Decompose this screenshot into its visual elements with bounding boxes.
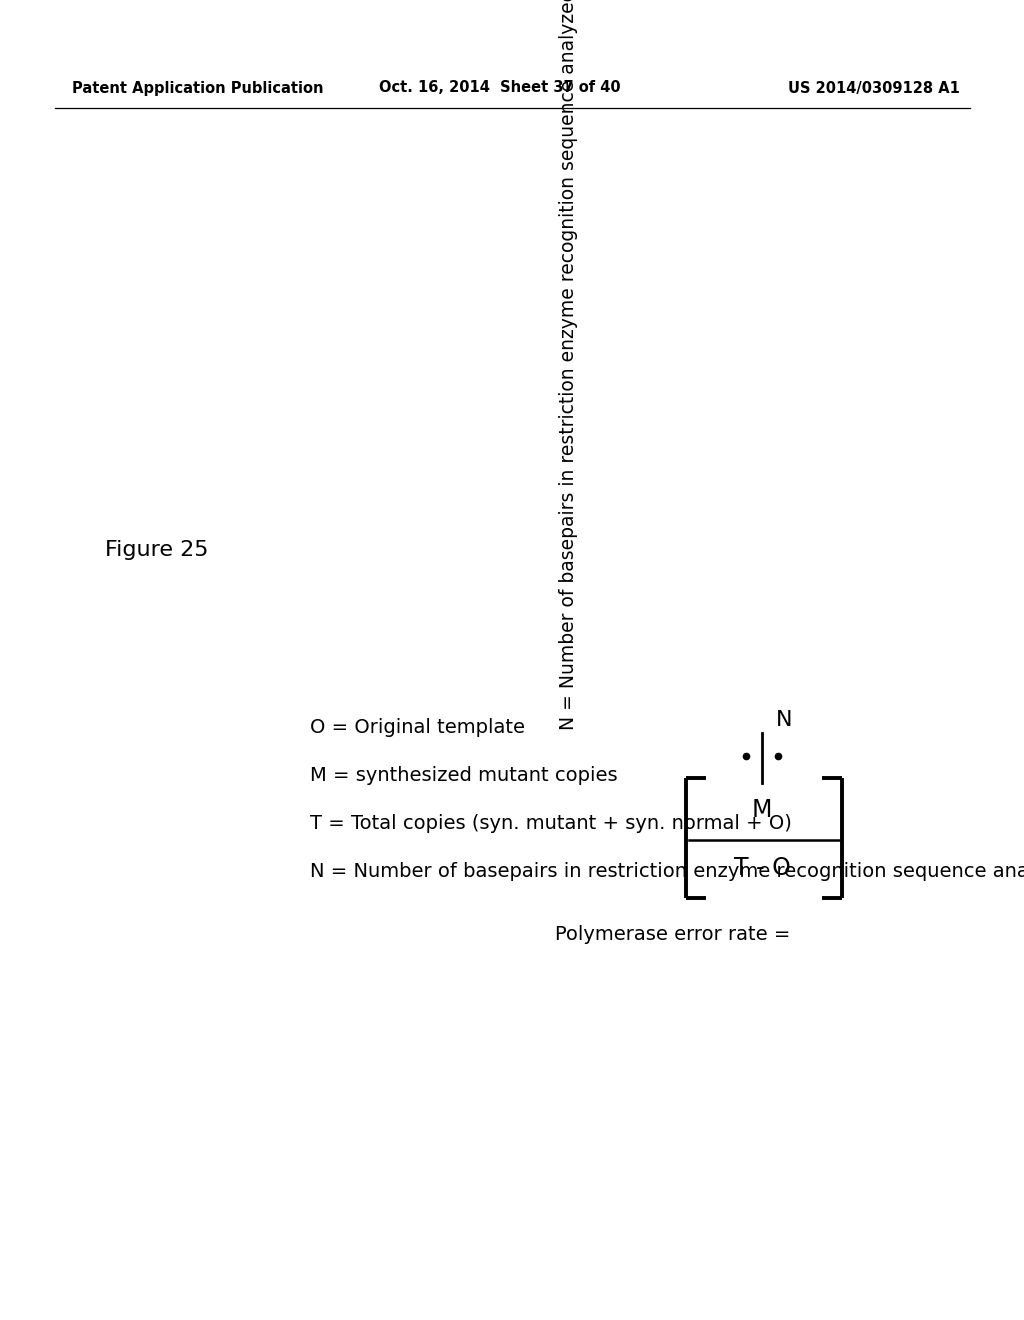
Text: N = Number of basepairs in restriction enzyme recognition sequence analyzed: N = Number of basepairs in restriction e… xyxy=(310,862,1024,880)
Text: US 2014/0309128 A1: US 2014/0309128 A1 xyxy=(788,81,961,95)
Text: T = Total copies (syn. mutant + syn. normal + O): T = Total copies (syn. mutant + syn. nor… xyxy=(310,814,792,833)
Text: Polymerase error rate =: Polymerase error rate = xyxy=(555,925,791,945)
Text: M: M xyxy=(752,799,772,822)
Text: N = Number of basepairs in restriction enzyme recognition sequence analyzed: N = Number of basepairs in restriction e… xyxy=(558,0,578,730)
Text: T - O: T - O xyxy=(733,855,791,880)
Text: M = synthesized mutant copies: M = synthesized mutant copies xyxy=(310,766,617,785)
Text: Patent Application Publication: Patent Application Publication xyxy=(72,81,324,95)
Text: N: N xyxy=(776,710,793,730)
Text: Figure 25: Figure 25 xyxy=(105,540,209,560)
Text: O = Original template: O = Original template xyxy=(310,718,525,737)
Text: Oct. 16, 2014  Sheet 37 of 40: Oct. 16, 2014 Sheet 37 of 40 xyxy=(379,81,621,95)
